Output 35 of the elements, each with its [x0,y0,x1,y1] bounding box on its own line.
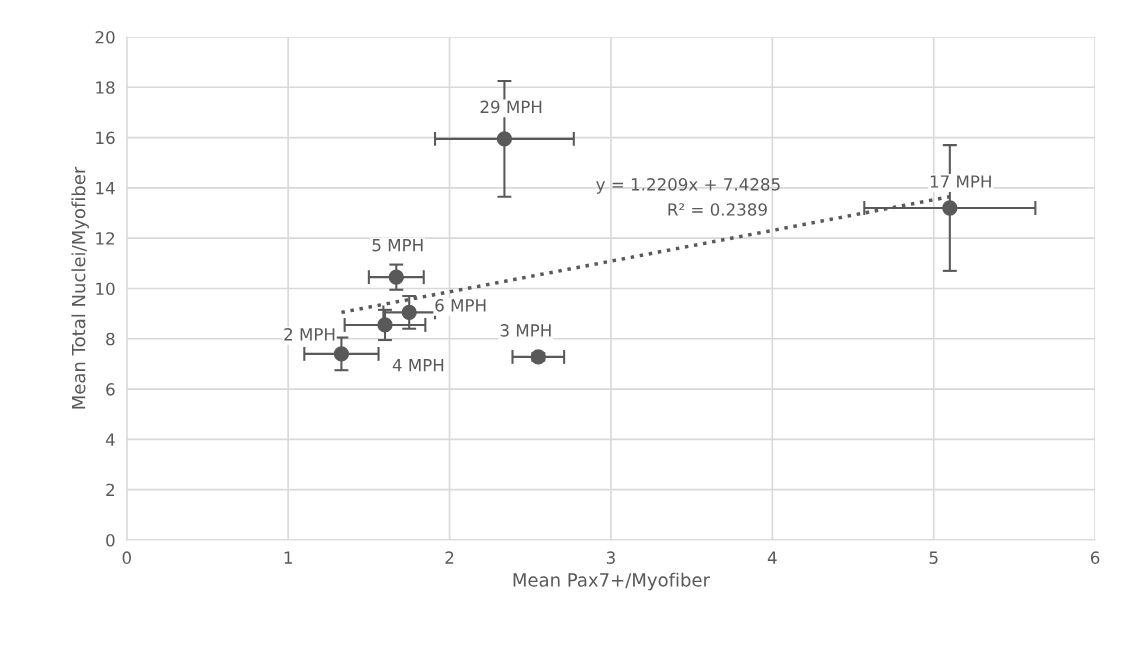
x-tick-label: 4 [767,551,777,564]
y-tick-label: 20 [95,30,115,44]
x-tick-label: 2 [445,551,454,564]
y-tick-label: 16 [96,131,115,145]
point [388,269,404,285]
annotation: 29 MPH [480,100,542,114]
point [496,131,513,147]
x-tick-label: 1 [284,551,292,564]
x-tick-label: 5 [929,551,938,564]
y-tick-label: 0 [106,533,115,547]
y-tick-label: 4 [105,433,115,446]
point [942,200,958,216]
annotation: 2 MPH [284,328,335,341]
y-tick-label: 10 [96,282,115,296]
y-axis-title: Mean Total Nuclei/Myofiber [71,166,89,409]
point [401,304,417,321]
y-tick-label: 14 [96,182,115,195]
y-tick-label: 18 [96,81,115,94]
annotation: y = 1.2209x + 7.4285 [596,178,780,194]
annotation: R² = 0.2389 [668,203,767,216]
x-tick-label: 3 [606,551,615,564]
y-tick-label: 8 [106,332,115,346]
point [377,317,393,333]
annotation: 5 MPH [372,239,423,252]
annotation: 17 MPH [930,175,991,188]
y-tick-label: 2 [106,483,115,496]
y-tick-label: 6 [106,383,115,396]
x-axis-title: Mean Pax7+/Myofiber [513,572,710,591]
y-tick-label: 12 [96,232,115,245]
annotation: 3 MPH [500,324,551,337]
x-tick-label: 0 [122,551,131,564]
point [333,346,350,362]
x-tick-label: 6 [1090,551,1100,564]
annotation: 4 MPH [392,359,444,372]
annotation: 6 MPH [435,299,486,312]
